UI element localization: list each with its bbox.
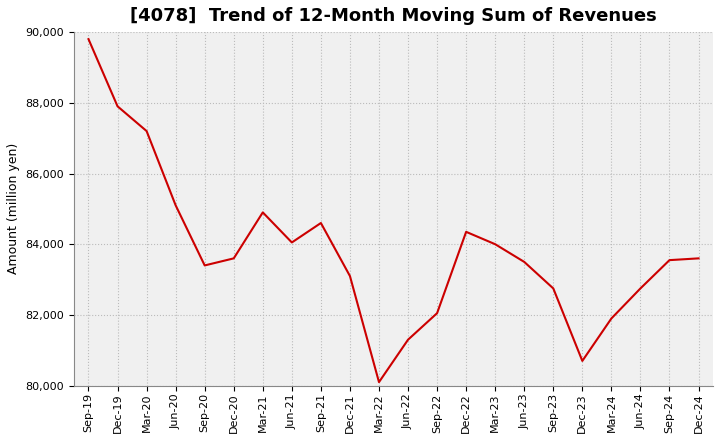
Title: [4078]  Trend of 12-Month Moving Sum of Revenues: [4078] Trend of 12-Month Moving Sum of R… xyxy=(130,7,657,25)
Y-axis label: Amount (million yen): Amount (million yen) xyxy=(7,143,20,275)
